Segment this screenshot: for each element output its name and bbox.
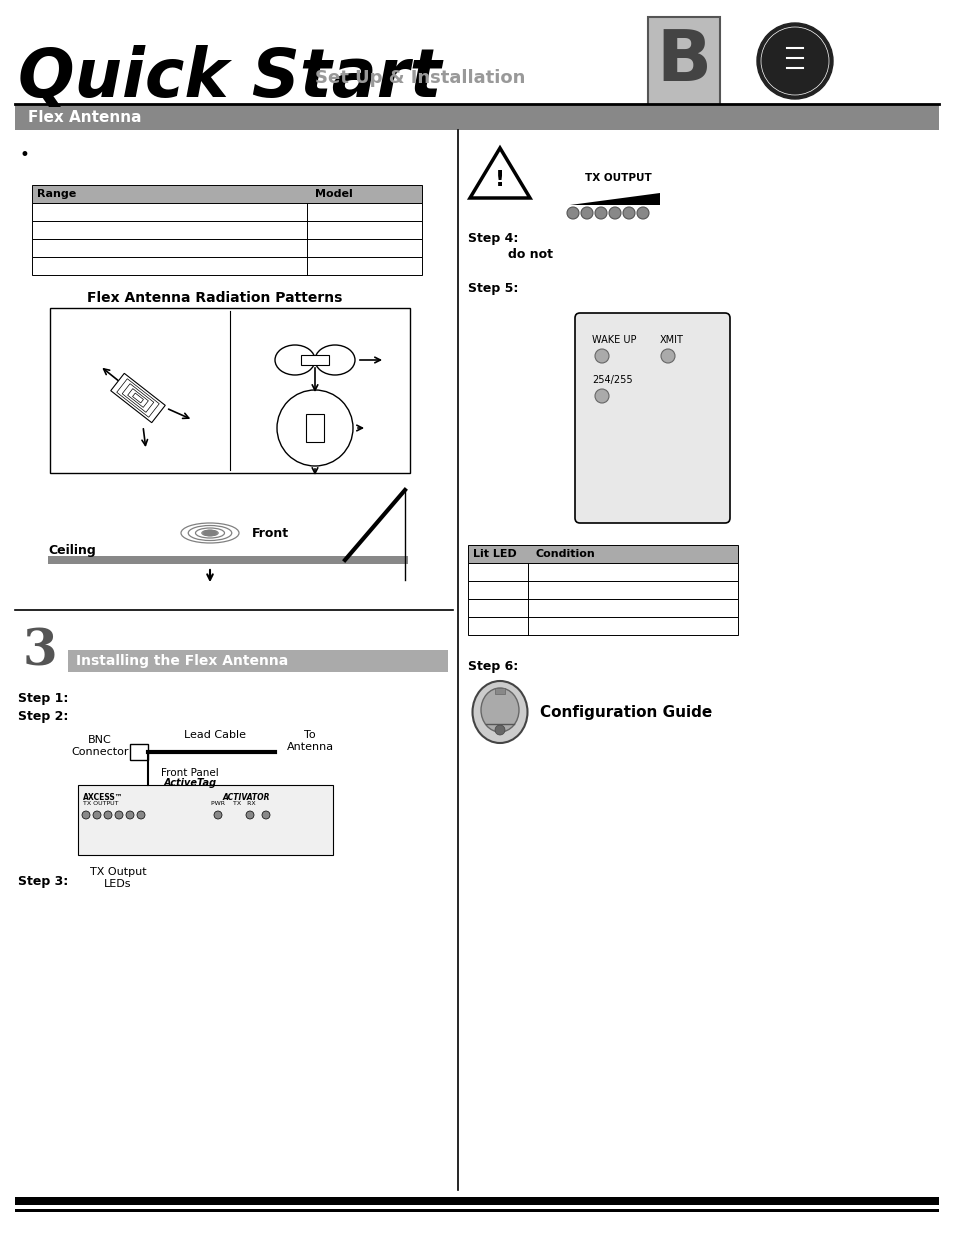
Bar: [468, 545, 738, 563]
Text: Lit LED: Lit LED: [473, 550, 517, 559]
Text: Quick Start: Quick Start: [18, 44, 441, 111]
Circle shape: [580, 207, 593, 219]
Circle shape: [637, 207, 648, 219]
Text: TX Output
LEDs: TX Output LEDs: [90, 867, 146, 889]
Text: Flex Antenna Radiation Patterns: Flex Antenna Radiation Patterns: [88, 291, 342, 305]
Bar: [68, 650, 448, 672]
Text: XMIT: XMIT: [659, 335, 683, 345]
Text: To
Antenna: To Antenna: [286, 730, 334, 752]
Bar: [647, 17, 720, 105]
Circle shape: [126, 811, 133, 819]
Text: Installing the Flex Antenna: Installing the Flex Antenna: [76, 655, 288, 668]
Circle shape: [104, 811, 112, 819]
Bar: [495, 688, 504, 694]
Text: WAKE UP: WAKE UP: [592, 335, 636, 345]
Bar: [32, 185, 421, 203]
Text: BNC
Connector: BNC Connector: [71, 735, 129, 757]
Circle shape: [757, 23, 832, 99]
Bar: [468, 580, 738, 599]
Text: 254/255: 254/255: [592, 375, 632, 385]
Circle shape: [566, 207, 578, 219]
Bar: [468, 618, 738, 635]
Bar: [301, 354, 329, 366]
Bar: [50, 308, 410, 473]
Circle shape: [595, 350, 608, 363]
Text: Step 3:: Step 3:: [18, 876, 69, 888]
Bar: [48, 556, 408, 564]
Ellipse shape: [314, 345, 355, 375]
Bar: [32, 203, 421, 221]
Circle shape: [608, 207, 620, 219]
Polygon shape: [470, 148, 530, 198]
Text: Flex Antenna: Flex Antenna: [28, 110, 141, 125]
Text: Lead Cable: Lead Cable: [184, 730, 246, 740]
Text: B: B: [656, 26, 711, 95]
Circle shape: [92, 811, 101, 819]
Ellipse shape: [203, 530, 216, 536]
Bar: [468, 563, 738, 580]
Text: PWR    TX   RX: PWR TX RX: [211, 802, 255, 806]
Text: ACTIVATOR: ACTIVATOR: [223, 793, 271, 802]
Text: 3: 3: [23, 627, 57, 677]
Circle shape: [262, 811, 270, 819]
Bar: [78, 785, 333, 855]
Bar: [130, 743, 148, 760]
Bar: [32, 221, 421, 240]
Text: Step 5:: Step 5:: [468, 282, 517, 295]
Ellipse shape: [480, 688, 518, 732]
Circle shape: [595, 389, 608, 403]
Text: do not: do not: [507, 248, 553, 261]
Circle shape: [137, 811, 145, 819]
Text: Configuration Guide: Configuration Guide: [539, 704, 712, 720]
Text: Front Panel: Front Panel: [161, 768, 218, 778]
Bar: [15, 1209, 938, 1212]
Bar: [15, 104, 938, 130]
Polygon shape: [111, 373, 165, 422]
Text: ActiveTag: ActiveTag: [163, 778, 216, 788]
Text: Step 4:: Step 4:: [468, 232, 517, 245]
Text: Set Up & Installation: Set Up & Installation: [314, 69, 525, 86]
Circle shape: [246, 811, 253, 819]
Circle shape: [82, 811, 90, 819]
Text: Ceiling: Ceiling: [48, 543, 95, 557]
Bar: [15, 1197, 938, 1205]
Circle shape: [276, 390, 353, 466]
Text: •: •: [20, 146, 30, 164]
Ellipse shape: [472, 680, 527, 743]
Bar: [468, 599, 738, 618]
Text: Condition: Condition: [536, 550, 595, 559]
Text: Step 6:: Step 6:: [468, 659, 517, 673]
Text: Model: Model: [314, 189, 353, 199]
Text: !: !: [495, 170, 504, 190]
Text: TX OUTPUT: TX OUTPUT: [584, 173, 651, 183]
Circle shape: [660, 350, 675, 363]
Text: Range: Range: [37, 189, 76, 199]
Circle shape: [495, 725, 504, 735]
FancyBboxPatch shape: [575, 312, 729, 522]
Circle shape: [622, 207, 635, 219]
Bar: [32, 257, 421, 275]
Text: Step 1:: Step 1:: [18, 692, 69, 705]
Circle shape: [213, 811, 222, 819]
Text: AXCESS™: AXCESS™: [83, 793, 123, 802]
Bar: [32, 240, 421, 257]
Text: TX OUTPUT: TX OUTPUT: [83, 802, 118, 806]
Bar: [306, 414, 324, 442]
Circle shape: [115, 811, 123, 819]
Polygon shape: [569, 193, 659, 205]
Text: Step 2:: Step 2:: [18, 710, 69, 722]
Text: Front: Front: [252, 526, 289, 540]
Ellipse shape: [274, 345, 314, 375]
Circle shape: [595, 207, 606, 219]
